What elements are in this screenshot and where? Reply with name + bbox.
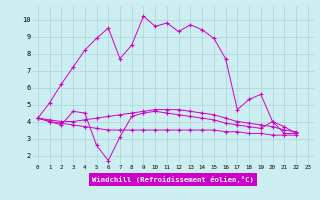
X-axis label: Windchill (Refroidissement éolien,°C): Windchill (Refroidissement éolien,°C) [92, 176, 254, 183]
